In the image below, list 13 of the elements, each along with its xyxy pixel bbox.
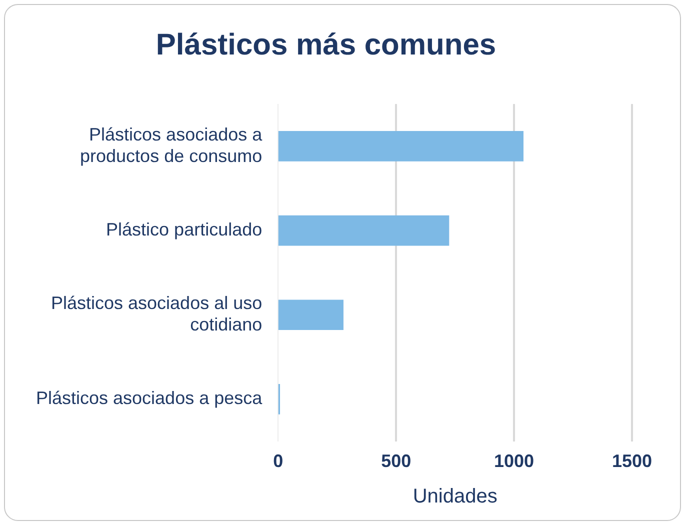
y-tick-label: Plástico particulado bbox=[106, 219, 262, 240]
y-tick-label: Plásticos asociados a productos de consumo bbox=[80, 124, 264, 166]
y-tick-label: Plásticos asociados al uso cotidiano bbox=[51, 293, 262, 335]
x-tick-label: 1500 bbox=[612, 451, 652, 472]
bar bbox=[278, 130, 524, 162]
bar bbox=[278, 300, 344, 330]
y-tick-label: Plásticos asociados a pesca bbox=[36, 388, 264, 408]
x-tick-label: 1000 bbox=[494, 451, 534, 472]
chart-title: Plásticos más comunes bbox=[156, 28, 496, 62]
x-axis-title: Unidades bbox=[412, 486, 498, 508]
bar bbox=[278, 215, 450, 246]
x-tick-label: 500 bbox=[381, 451, 412, 472]
x-tick-label: 0 bbox=[273, 451, 284, 472]
